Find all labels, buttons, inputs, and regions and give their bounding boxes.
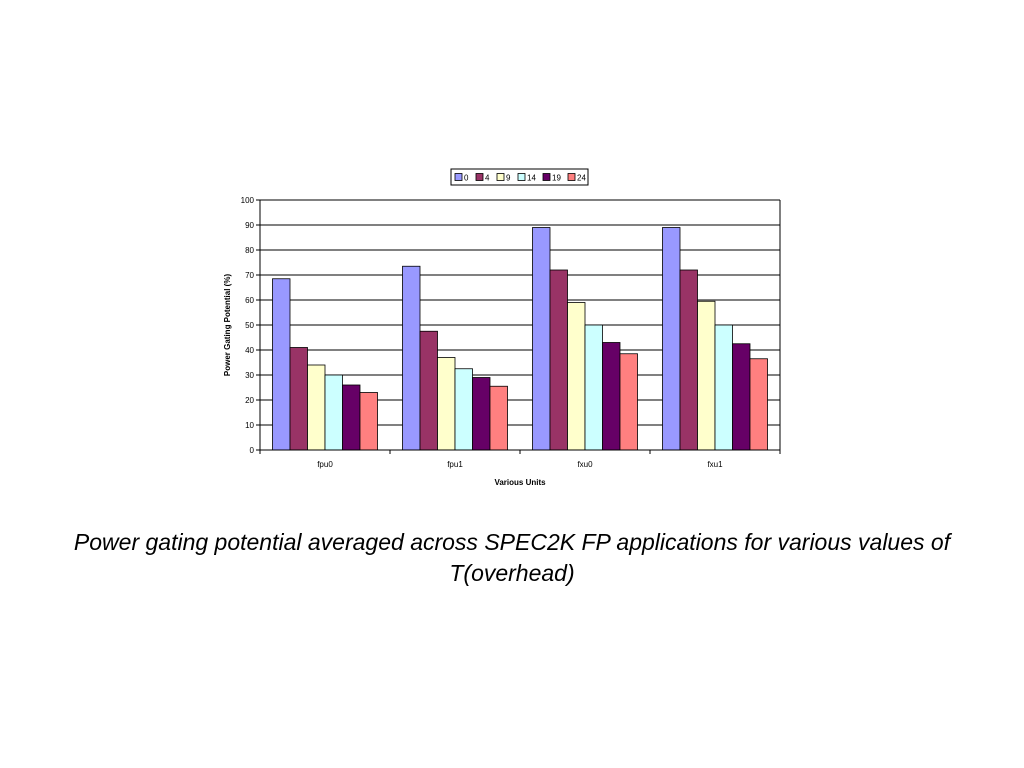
legend-swatch-14 [517, 173, 526, 181]
x-axis-ticks: fpu0 fpu1 fxu0 fxu1 [259, 449, 781, 469]
bar-fpu0-series-19 [342, 384, 361, 451]
bar-fxu1-series-4 [679, 269, 698, 451]
y-tick-label: 90 [245, 221, 254, 230]
bar-fxu1-series-19 [732, 343, 751, 451]
bar-fpu0-series-4 [289, 347, 308, 451]
bar-fxu1-series-24 [749, 358, 768, 451]
bar-fpu0-series-14 [324, 374, 343, 451]
bar-fxu1-series-14 [714, 324, 733, 451]
legend-swatch-9 [496, 173, 505, 181]
bar-fpu1-series-9 [437, 357, 456, 451]
bar-fpu1-series-24 [489, 385, 508, 451]
y-tick-label: 40 [245, 346, 254, 355]
y-tick-label: 80 [245, 246, 254, 255]
legend-label-4: 4 [485, 174, 490, 183]
legend-swatch-0 [454, 173, 463, 181]
bar-fxu0-series-9 [567, 302, 586, 451]
legend-label-24: 24 [577, 174, 586, 183]
bar-fpu0-series-24 [359, 392, 378, 451]
bar-fpu1-series-4 [419, 330, 438, 451]
x-tick-label: fpu1 [447, 460, 463, 469]
x-axis-title: Various Units [494, 478, 546, 487]
y-tick-label: 70 [245, 271, 254, 280]
bar-fxu1-series-9 [697, 300, 716, 451]
legend-label-0: 0 [464, 174, 469, 183]
y-tick-label: 100 [241, 196, 255, 205]
bar-fxu1-series-0 [662, 227, 681, 451]
y-tick-label: 60 [245, 296, 254, 305]
x-tick-label: fxu1 [707, 460, 723, 469]
bar-fxu0-series-24 [619, 353, 638, 451]
bar-fxu0-series-14 [584, 324, 603, 451]
y-tick-label: 20 [245, 396, 254, 405]
legend-swatch-19 [542, 173, 551, 181]
bar-fpu0-series-9 [307, 364, 326, 451]
figure-caption: Power gating potential averaged across S… [73, 529, 951, 586]
bar-fpu1-series-0 [402, 265, 421, 451]
y-tick-label: 0 [250, 446, 255, 455]
bar-fpu1-series-14 [454, 368, 473, 451]
legend: 0 4 9 14 19 24 [450, 168, 589, 186]
x-tick-label: fpu0 [317, 460, 333, 469]
y-tick-label: 10 [245, 421, 254, 430]
bar-fxu0-series-0 [532, 227, 551, 451]
x-tick-label: fxu0 [577, 460, 593, 469]
y-axis-title: Power Gating Potential (%) [223, 274, 232, 377]
bar-fxu0-series-4 [549, 269, 568, 451]
legend-swatch-24 [567, 173, 576, 181]
legend-label-14: 14 [527, 174, 536, 183]
legend-label-9: 9 [506, 174, 511, 183]
y-tick-label: 30 [245, 371, 254, 380]
y-tick-label: 50 [245, 321, 254, 330]
legend-label-19: 19 [552, 174, 561, 183]
y-axis-ticks: 0 10 20 30 40 50 60 70 80 90 100 [241, 196, 260, 455]
bar-fxu0-series-19 [602, 342, 621, 451]
bar-fpu0-series-0 [272, 278, 291, 451]
legend-swatch-4 [475, 173, 484, 181]
bar-fpu1-series-19 [472, 377, 491, 451]
bars [272, 227, 768, 451]
